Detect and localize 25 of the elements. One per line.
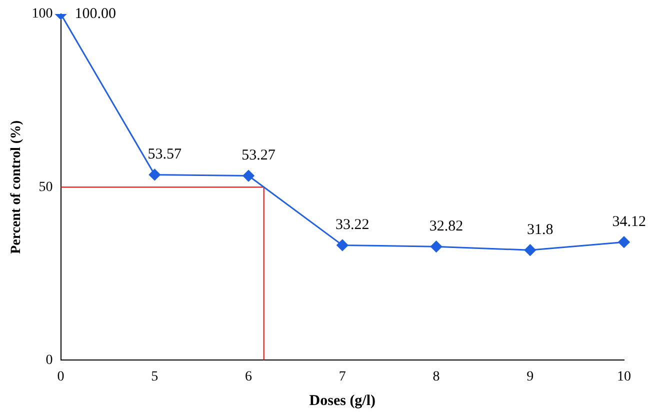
- data-label: 32.82: [429, 218, 464, 235]
- point: [524, 244, 536, 256]
- x-axis-title: Doses (g/l): [309, 392, 376, 409]
- data-label: 53.57: [148, 146, 182, 163]
- data-label: 100.00: [74, 6, 116, 22]
- data-label: 33.22: [336, 217, 370, 234]
- x-tick-label: 10: [617, 369, 631, 384]
- point: [336, 239, 348, 251]
- y-tick-label: 0: [46, 352, 53, 368]
- x-tick-label: 0: [57, 369, 64, 384]
- data-label: 34.12: [612, 214, 646, 230]
- point: [242, 170, 254, 182]
- x-tick-label: 6: [245, 369, 252, 384]
- point: [618, 236, 630, 248]
- data-label: 53.27: [242, 148, 276, 164]
- x-tick-label: 8: [432, 369, 440, 384]
- x-tick-label: 7: [338, 369, 346, 384]
- point: [430, 240, 442, 252]
- point: [148, 168, 160, 180]
- y-axis-title: Percent of control (%): [9, 120, 24, 254]
- x-tick-label: 9: [526, 369, 534, 384]
- y-tick-label: 100: [32, 6, 53, 22]
- data-label: 31.8: [527, 222, 554, 238]
- y-tick-label: 50: [38, 180, 53, 195]
- x-tick-label: 5: [151, 369, 158, 384]
